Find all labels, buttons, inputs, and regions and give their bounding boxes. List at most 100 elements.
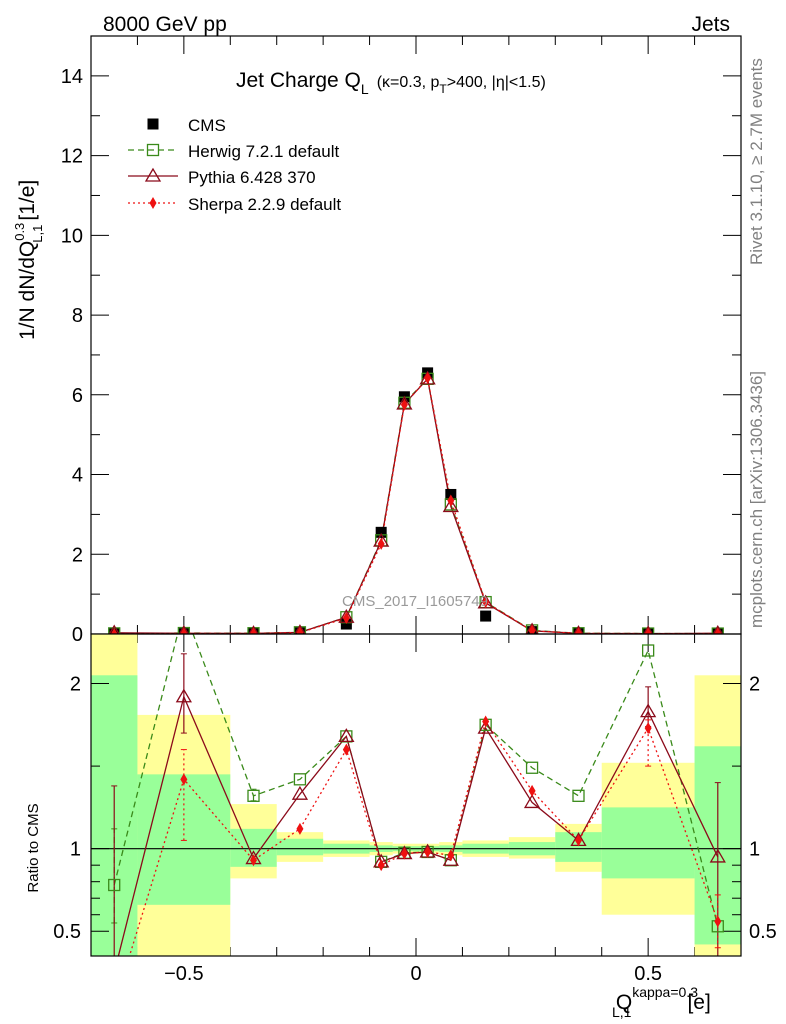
point-sherpa: [482, 596, 490, 609]
xlabel-sup: kappa=0.3: [632, 984, 698, 1000]
point-sherpa: [180, 627, 188, 634]
y-tick-label: 2: [72, 544, 83, 566]
legend-label-pythia: Pythia 6.428 370: [188, 168, 316, 187]
jets-label: Jets: [691, 13, 730, 36]
point-cms: [375, 526, 387, 538]
ratio-point-sherpa: [296, 822, 304, 835]
ratio-point-herwig: [525, 761, 539, 774]
x-tick-label: 0: [410, 963, 421, 985]
y-tick-label: 8: [72, 305, 83, 327]
point-sherpa: [400, 398, 408, 411]
point-sherpa: [377, 537, 385, 550]
uncertainty-bands: [91, 634, 741, 956]
y-tick-label: 12: [61, 146, 83, 168]
plot-title: Jet Charge QL (κ=0.3, pT>400, |η|<1.5): [236, 69, 546, 97]
ratio-point-sherpa: [714, 915, 722, 928]
main-panel: 0 2 4 6 8 10 12 14: [61, 35, 742, 646]
ratio-point-pythia: [291, 785, 309, 800]
ylabel-unit: [1/e]: [16, 180, 39, 221]
ratio-panel: −0.5 0 0.5 0.5 0.5 1 1 2 2: [53, 604, 777, 1012]
ratio-point-sherpa: [482, 715, 490, 728]
ratio-point-pythia: [477, 719, 494, 734]
point-sherpa: [714, 627, 722, 634]
mcplots-label: mcplots.cern.ch [arXiv:1306.3436]: [747, 371, 766, 628]
main-series: [108, 367, 724, 634]
ratio-point-sherpa: [424, 845, 432, 858]
ratio-point-sherpa: [644, 722, 652, 735]
analysis-watermark: CMS_2017_I1605749: [342, 593, 488, 610]
ratio-series: [107, 604, 726, 1012]
legend-marker-pythia: [144, 167, 162, 182]
ratio-point-herwig: [572, 789, 585, 802]
point-sherpa: [644, 627, 652, 634]
point-sherpa: [296, 626, 304, 634]
ratio-point-sherpa: [400, 847, 408, 860]
ratio-point-sherpa: [111, 1000, 118, 1012]
point-pythia: [442, 498, 459, 513]
ratio-point-herwig: [108, 878, 121, 892]
title-cond-sub: T: [439, 82, 447, 96]
ratio-point-pythia: [709, 848, 726, 863]
point-sherpa: [528, 624, 536, 634]
ratio-y-tick-label-right: 1: [749, 839, 760, 861]
point-pythia: [525, 622, 539, 634]
ratio-point-sherpa: [447, 849, 455, 862]
legend: CMS Herwig 7.2.1 default Pythia 6.428 370 S…: [128, 116, 341, 214]
xlabel-main: Q: [616, 991, 632, 1014]
point-sherpa: [424, 372, 432, 385]
ratio-point-sherpa: [180, 773, 188, 786]
ratio-point-herwig: [178, 604, 189, 615]
point-pythia: [108, 624, 120, 634]
point-sherpa: [447, 494, 455, 507]
band-inner: [601, 807, 695, 879]
ratio-frame: [90, 633, 742, 957]
point-herwig: [108, 627, 121, 634]
ratio-point-pythia: [640, 703, 657, 718]
ratio-point-sherpa: [250, 854, 257, 867]
xlabel-sub: L,1: [612, 1004, 632, 1020]
x-tick-label: 0.5: [634, 963, 662, 985]
rivet-label: Rivet 3.1.10, ≥ 2.7M events: [747, 58, 766, 265]
title-cond: (κ=0.3, p: [377, 74, 440, 91]
series-line-sherpa: [114, 376, 718, 634]
point-sherpa: [342, 612, 350, 625]
energy-label: 8000 GeV pp: [103, 13, 227, 36]
ratio-y-label: Ratio to CMS: [25, 803, 42, 892]
ylabel-sup: 0.3: [12, 223, 27, 241]
y-tick-label: 10: [61, 225, 83, 247]
ratio-point-pythia: [107, 966, 121, 978]
y-tick-label: 14: [61, 66, 83, 88]
legend-marker-herwig: [146, 143, 160, 157]
ratio-point-sherpa: [342, 743, 350, 756]
ylabel-main: 1/N dN/dQ: [16, 241, 39, 340]
y-tick-label: 0: [72, 624, 83, 646]
ylabel-sub: L,1: [30, 225, 45, 243]
ratio-y-tick-label: 2: [70, 674, 81, 696]
title-cond-end: >400, |η|<1.5): [447, 74, 546, 91]
y-tick-label: 4: [72, 465, 83, 487]
y-axis-label: 1/N dN/dQ0.3 L,1 [1/e]: [12, 180, 45, 340]
ratio-point-pythia: [442, 851, 459, 866]
legend-label-sherpa: Sherpa 2.2.9 default: [188, 195, 341, 214]
ratio-point-sherpa: [377, 859, 385, 872]
title-main: Jet Charge Q: [236, 69, 361, 92]
legend-label-herwig: Herwig 7.2.1 default: [188, 142, 339, 161]
ratio-point-herwig: [641, 644, 655, 657]
point-pythia: [294, 624, 306, 634]
ratio-y-tick-label-right: 0.5: [749, 921, 777, 943]
xlabel-unit: [e]: [687, 991, 710, 1014]
x-tick-label: −0.5: [164, 963, 203, 985]
y-tick-label: 6: [72, 385, 83, 407]
ratio-point-pythia: [175, 688, 192, 703]
x-axis-label: Qkappa=0.3 L,1 [e]: [612, 984, 711, 1020]
point-pythia: [643, 625, 654, 634]
ratio-y-tick-label-right: 2: [749, 674, 760, 696]
ratio-y-tick-label: 1: [70, 839, 81, 861]
point-sherpa: [110, 628, 118, 634]
ratio-point-pythia: [523, 794, 541, 809]
ratio-point-sherpa: [575, 834, 582, 847]
point-pythia: [248, 625, 259, 634]
point-pythia: [712, 624, 724, 634]
ratio-point-pythia: [338, 728, 355, 743]
ratio-y-tick-label: 0.5: [53, 921, 81, 943]
